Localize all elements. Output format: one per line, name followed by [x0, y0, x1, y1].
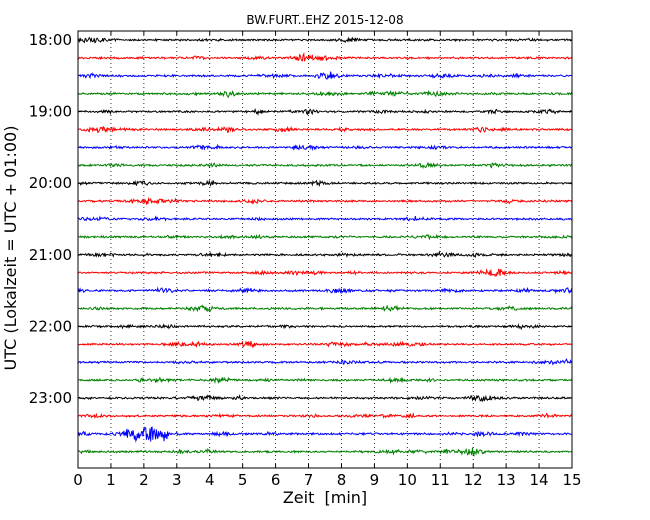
x-tick-label: 13 [497, 471, 516, 489]
seismic-trace [77, 143, 573, 152]
y-tick-label: 21:00 [29, 246, 72, 264]
x-tick-label: 1 [106, 471, 116, 489]
vertical-grid [110, 31, 540, 468]
seismic-trace [77, 125, 573, 134]
x-axis-ticks: 0 1 2 3 4 5 6 7 8 9 10 11 12 13 14 15 [73, 31, 582, 489]
x-tick-label: 6 [271, 471, 281, 489]
y-axis-label: UTC (Lokalzeit = UTC + 01:00) [1, 126, 20, 371]
seismic-trace [77, 51, 573, 62]
x-tick-label: 5 [238, 471, 248, 489]
y-tick-label: 18:00 [29, 31, 72, 49]
x-tick-label: 14 [530, 471, 549, 489]
seismic-trace [77, 323, 573, 331]
seismic-trace [77, 71, 573, 80]
seismic-trace [77, 250, 573, 258]
y-axis-ticks: 18:00 19:00 20:00 21:00 22:00 23:00 [29, 31, 572, 407]
chart-title: BW.FURT..EHZ 2015-12-08 [246, 13, 403, 27]
seismic-trace [77, 376, 573, 385]
x-tick-label: 3 [172, 471, 182, 489]
seismic-trace [77, 393, 573, 403]
x-tick-label: 0 [73, 471, 83, 489]
x-tick-label: 9 [370, 471, 380, 489]
y-tick-label: 23:00 [29, 389, 72, 407]
seismic-trace [77, 161, 573, 169]
seismic-trace [77, 412, 573, 419]
x-tick-label: 10 [398, 471, 417, 489]
x-axis-label: Zeit [min] [283, 488, 367, 507]
seismic-trace [77, 268, 573, 278]
seismic-trace [77, 426, 573, 443]
x-tick-label: 2 [139, 471, 149, 489]
seismic-trace [77, 233, 573, 241]
y-tick-label: 20:00 [29, 174, 72, 192]
seismic-trace [77, 358, 573, 366]
seismic-traces [77, 36, 573, 458]
y-tick-label: 22:00 [29, 317, 72, 335]
x-tick-label: 7 [304, 471, 314, 489]
seismic-trace [77, 89, 573, 99]
y-tick-label: 19:00 [29, 103, 72, 121]
seismic-trace [77, 107, 573, 116]
seismic-trace [77, 447, 573, 458]
seismic-trace [77, 304, 573, 313]
seismic-trace [77, 215, 573, 222]
x-tick-label: 11 [431, 471, 450, 489]
seismic-trace [77, 36, 573, 44]
seismic-trace [77, 179, 573, 187]
plot-frame [77, 30, 573, 469]
x-tick-label: 4 [205, 471, 215, 489]
x-tick-label: 8 [337, 471, 347, 489]
x-tick-label: 15 [562, 471, 581, 489]
seismic-trace [77, 196, 573, 206]
seismic-trace [77, 286, 573, 295]
seismic-trace [77, 340, 573, 349]
x-tick-label: 12 [464, 471, 483, 489]
